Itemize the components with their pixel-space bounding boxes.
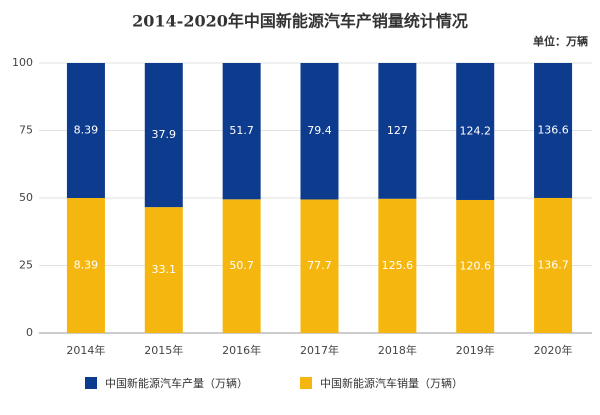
legend-swatch bbox=[300, 377, 312, 389]
legend-label: 中国新能源汽车产量（万辆） bbox=[105, 376, 248, 390]
bar-segment bbox=[534, 197, 573, 333]
bar-segment bbox=[456, 199, 495, 333]
bar-segment bbox=[300, 63, 339, 200]
y-tick-label: 0 bbox=[26, 326, 33, 339]
bar-segment bbox=[66, 63, 105, 198]
x-tick-label: 2018年 bbox=[378, 343, 417, 357]
bar-segment bbox=[300, 199, 339, 333]
data-label: 77.7 bbox=[307, 259, 332, 272]
x-tick-label: 2014年 bbox=[66, 343, 105, 357]
bar-segment bbox=[378, 198, 417, 333]
unit-label: 单位：万辆 bbox=[533, 34, 588, 48]
x-tick-label: 2016年 bbox=[222, 343, 261, 357]
x-tick-label: 2020年 bbox=[534, 343, 573, 357]
x-tick-label: 2019年 bbox=[456, 343, 495, 357]
legend-swatch bbox=[85, 377, 97, 389]
y-tick-label: 50 bbox=[19, 191, 33, 204]
data-label: 50.7 bbox=[229, 259, 254, 272]
bar-segment bbox=[144, 63, 183, 208]
data-label: 124.2 bbox=[459, 124, 491, 137]
data-label: 33.1 bbox=[152, 263, 177, 276]
data-label: 8.39 bbox=[74, 124, 99, 137]
data-label: 8.39 bbox=[74, 259, 99, 272]
y-tick-label: 75 bbox=[19, 124, 33, 137]
legend-label: 中国新能源汽车销量（万辆） bbox=[320, 376, 463, 390]
bar-segment bbox=[222, 63, 261, 200]
data-label: 125.6 bbox=[382, 259, 414, 272]
bar-segment bbox=[534, 63, 573, 198]
y-tick-label: 25 bbox=[19, 259, 33, 272]
chart-title: 2014-2020年中国新能源汽车产销量统计情况 bbox=[132, 12, 468, 31]
bar-segment bbox=[456, 63, 495, 200]
data-label: 51.7 bbox=[229, 124, 254, 137]
bar-segment bbox=[222, 199, 261, 333]
data-label: 79.4 bbox=[307, 124, 332, 137]
bar-segment bbox=[378, 63, 417, 199]
x-tick-label: 2017年 bbox=[300, 343, 339, 357]
bar-segment bbox=[144, 207, 183, 333]
data-label: 136.7 bbox=[537, 258, 569, 271]
y-tick-label: 100 bbox=[12, 56, 33, 69]
data-label: 127 bbox=[387, 124, 408, 137]
data-label: 136.6 bbox=[537, 123, 569, 136]
x-tick-label: 2015年 bbox=[144, 343, 183, 357]
data-label: 37.9 bbox=[152, 128, 177, 141]
bar-segment bbox=[66, 198, 105, 333]
data-label: 120.6 bbox=[459, 259, 491, 272]
